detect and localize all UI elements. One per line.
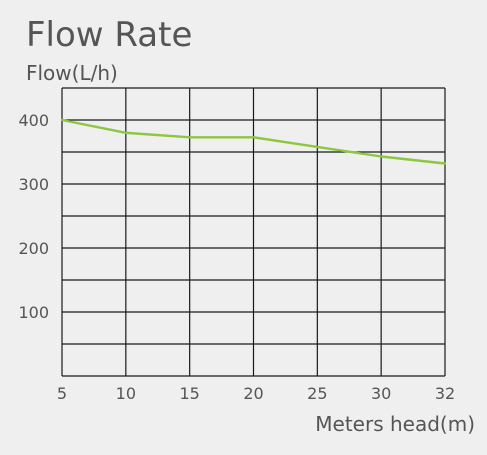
x-tick-label: 10 — [116, 384, 136, 403]
x-tick-labels: 5 10 15 20 25 30 32 — [57, 384, 455, 403]
x-tick-label: 30 — [371, 384, 391, 403]
x-tick-label: 32 — [435, 384, 455, 403]
x-tick-label: 5 — [57, 384, 67, 403]
x-tick-label: 15 — [179, 384, 199, 403]
y-tick-label: 200 — [18, 239, 49, 258]
y-tick-label: 400 — [18, 111, 49, 130]
grid-layer — [61, 87, 446, 377]
series-line — [60, 118, 447, 165]
x-axis-label: Meters head(m) — [315, 412, 475, 436]
y-tick-labels: 100 200 300 400 — [18, 111, 49, 322]
y-axis-label: Flow(L/h) — [26, 61, 118, 85]
y-tick-label: 100 — [18, 303, 49, 322]
x-tick-label: 20 — [243, 384, 263, 403]
chart-title: Flow Rate — [26, 15, 192, 55]
x-tick-label: 25 — [307, 384, 327, 403]
series-layer — [60, 118, 447, 165]
y-tick-label: 300 — [18, 175, 49, 194]
